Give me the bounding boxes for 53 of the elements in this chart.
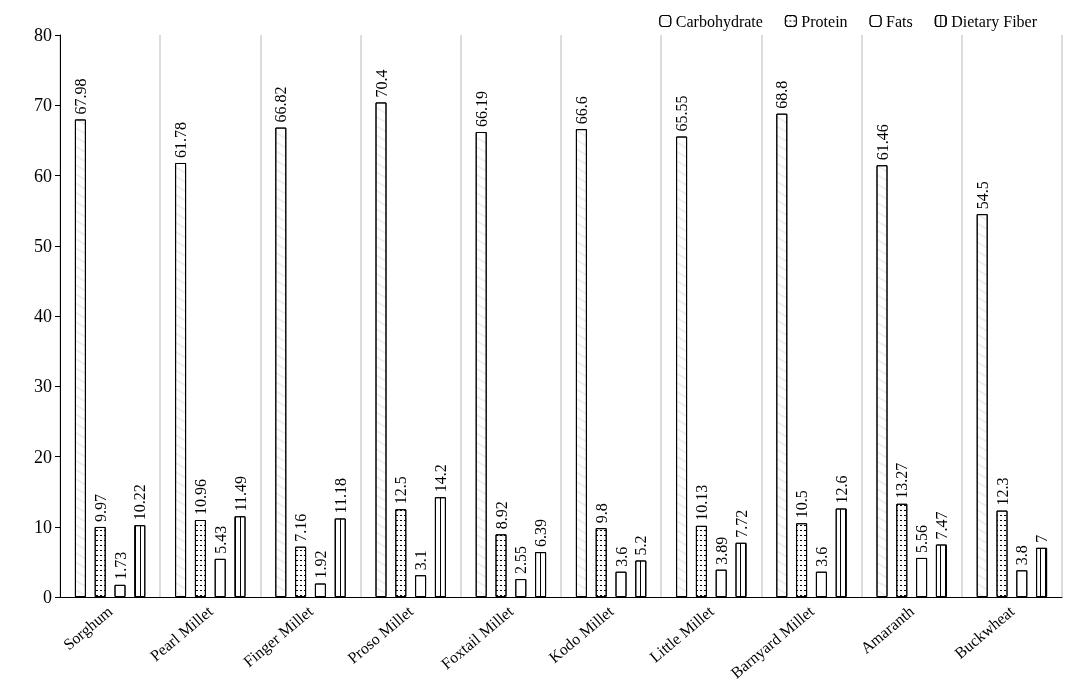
data-label: 10.22: [131, 484, 149, 521]
data-label: 65.55: [673, 95, 691, 132]
data-label: 2.55: [512, 546, 530, 575]
data-label: 14.2: [431, 464, 449, 493]
data-label: 3.89: [712, 536, 730, 565]
data-label: 7.72: [732, 509, 750, 538]
y-tick-label: 10: [34, 516, 52, 537]
data-label: 12.6: [832, 475, 850, 504]
data-label: 11.18: [331, 478, 349, 514]
legend-label: Fats: [886, 12, 913, 30]
data-label: 68.8: [773, 80, 791, 109]
data-label: 66.6: [572, 96, 590, 125]
y-tick-label: 40: [34, 306, 52, 326]
y-tick-label: 0: [43, 587, 52, 607]
y-tick-label: 80: [34, 25, 52, 45]
data-label: 10.13: [692, 484, 710, 521]
data-label: 12.3: [993, 477, 1011, 506]
data-label: 61.46: [873, 124, 891, 161]
data-label: 7: [1033, 534, 1051, 543]
data-label: 1.92: [311, 550, 329, 579]
data-label: 10.96: [191, 479, 209, 516]
data-label: 11.49: [231, 475, 249, 512]
legend-label: Protein: [801, 12, 848, 30]
legend-label: Carbohydrate: [675, 12, 763, 31]
data-label: 5.2: [632, 535, 650, 556]
data-label: 7.16: [292, 513, 310, 542]
data-label: 9.8: [592, 503, 610, 524]
data-label: 12.5: [392, 476, 410, 505]
data-label: 9.97: [91, 493, 109, 522]
y-tick-label: 50: [34, 235, 52, 256]
data-label: 67.98: [71, 78, 89, 115]
data-label: 6.39: [532, 519, 550, 548]
data-label: 3.6: [612, 546, 630, 567]
data-label: 61.78: [172, 122, 190, 158]
data-label: 70.4: [372, 69, 390, 98]
data-label: 5.56: [913, 524, 931, 553]
y-tick-label: 20: [34, 446, 52, 467]
data-label: 3.6: [812, 546, 830, 567]
y-tick-label: 60: [34, 165, 52, 186]
data-label: 7.47: [932, 511, 950, 540]
data-label: 54.5: [973, 181, 991, 210]
data-label: 3.8: [1013, 545, 1031, 566]
data-label: 8.92: [492, 501, 510, 530]
data-label: 66.19: [472, 91, 490, 128]
y-tick-label: 70: [34, 95, 52, 116]
data-label: 13.27: [893, 462, 911, 499]
data-label: 1.73: [111, 551, 129, 580]
legend-label: Dietary Fiber: [951, 12, 1038, 31]
data-label: 3.1: [412, 550, 430, 571]
data-label: 10.5: [793, 490, 811, 519]
y-tick-label: 30: [34, 376, 52, 397]
data-label: 5.43: [211, 525, 229, 554]
data-label: 66.82: [272, 86, 290, 123]
